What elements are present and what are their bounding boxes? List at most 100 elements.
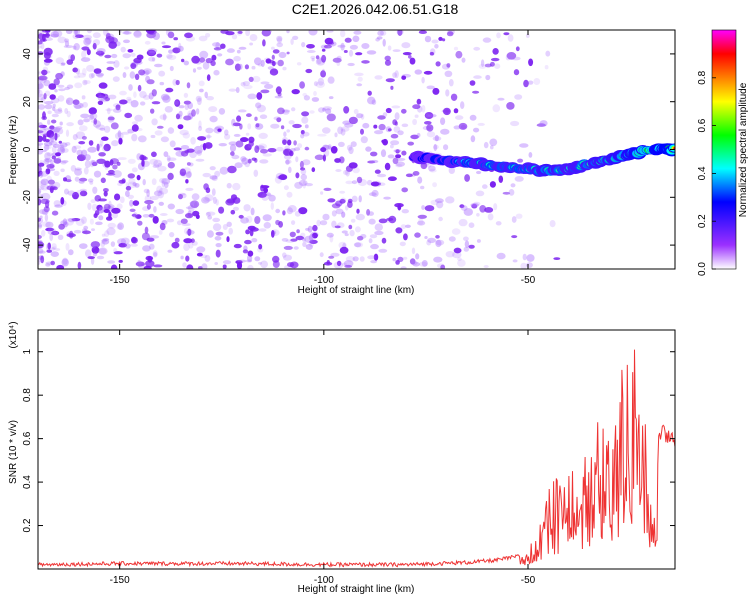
spectrogram-noise-blob xyxy=(72,67,78,73)
spectrogram-noise-blob xyxy=(144,69,150,76)
spectrogram-noise-blob xyxy=(52,128,59,136)
spectrogram-noise-blob xyxy=(278,221,283,228)
spectrogram-noise-blob xyxy=(247,250,254,257)
snr-plot-area xyxy=(38,349,675,569)
spectrogram-noise-blob xyxy=(38,180,43,188)
spectrogram-noise-blob xyxy=(539,120,548,127)
spectrogram-noise-blob xyxy=(287,205,297,213)
spectrogram-noise-blob xyxy=(248,76,254,82)
spectrogram-noise-blob xyxy=(169,65,174,72)
spectrogram-noise-blob xyxy=(66,110,71,118)
spectrogram-noise-blob xyxy=(55,57,64,65)
spectrogram-noise-blob xyxy=(99,127,106,131)
spectrogram-noise-blob xyxy=(166,54,177,61)
spectrogram-noise-blob xyxy=(215,243,222,248)
spectrogram-noise-blob xyxy=(125,190,130,197)
spectrogram-noise-blob xyxy=(214,170,221,177)
spectrogram-noise-blob xyxy=(143,156,148,160)
spectrogram-noise-blob xyxy=(212,217,221,223)
spectrogram-noise-blob xyxy=(127,49,134,53)
spectrogram-noise-blob xyxy=(512,259,518,263)
spectrogram-noise-blob xyxy=(324,37,334,45)
spectrogram-noise-blob xyxy=(249,42,254,46)
spectrogram-noise-blob xyxy=(86,64,95,72)
spectrogram-noise-blob xyxy=(241,157,249,165)
spectrogram-noise-blob xyxy=(392,157,399,165)
spectrogram-noise-blob xyxy=(192,210,200,217)
spectrogram-noise-blob xyxy=(158,230,163,235)
spectrogram-noise-blob xyxy=(348,49,354,57)
spectrogram-noise-blob xyxy=(79,177,88,182)
spectrogram-noise-blob xyxy=(414,114,419,118)
spectrogram-noise-blob xyxy=(166,218,175,223)
spectrogram-noise-blob xyxy=(77,72,86,78)
spectrogram-noise-blob xyxy=(515,213,523,219)
spectrogram-noise-blob xyxy=(74,167,82,171)
spectrogram-noise-blob xyxy=(153,206,157,213)
spectrogram-noise-blob xyxy=(359,256,365,262)
spectrogram-noise-blob xyxy=(43,145,52,150)
spectrogram-noise-blob xyxy=(400,266,407,269)
spectrogram-noise-blob xyxy=(475,190,485,197)
spectrogram-noise-blob xyxy=(309,239,318,244)
spectrogram-noise-blob xyxy=(38,33,44,40)
spectrogram-noise-blob xyxy=(125,182,129,187)
spectrogram-noise-blob xyxy=(187,228,192,236)
spectrogram-noise-blob xyxy=(345,205,349,211)
spectrogram-noise-blob xyxy=(277,59,284,67)
spectrogram-noise-blob xyxy=(274,95,283,99)
spectrogram-noise-blob xyxy=(434,44,439,49)
spectrogram-noise-blob xyxy=(348,224,353,230)
spectrogram-noise-blob xyxy=(38,248,44,254)
spectrogram-noise-blob xyxy=(514,176,524,182)
spectrogram-noise-blob xyxy=(73,145,82,149)
spectrogram-noise-blob xyxy=(127,158,136,164)
spectrogram-noise-blob xyxy=(77,119,84,126)
spectrogram-noise-blob xyxy=(98,248,107,255)
spectrogram-noise-blob xyxy=(38,198,42,206)
spectrogram-y-tick-label: -20 xyxy=(22,190,33,205)
spectrogram-noise-blob xyxy=(244,239,252,245)
spectrogram-noise-blob xyxy=(322,108,327,112)
spectrogram-noise-blob xyxy=(50,31,60,38)
spectrogram-noise-blob xyxy=(387,176,397,181)
spectrogram-noise-blob xyxy=(132,200,140,206)
spectrogram-noise-blob xyxy=(81,216,87,224)
spectrogram-noise-blob xyxy=(261,192,269,201)
spectrogram-noise-blob xyxy=(228,88,237,92)
spectrogram-noise-blob xyxy=(100,241,106,248)
spectrogram-noise-blob xyxy=(469,114,477,121)
spectrogram-noise-blob xyxy=(60,168,65,173)
spectrogram-noise-blob xyxy=(65,129,70,137)
spectrogram-noise-blob xyxy=(74,176,80,182)
spectrogram-noise-blob xyxy=(166,54,173,59)
spectrogram-noise-blob xyxy=(246,113,252,118)
spectrogram-noise-blob xyxy=(498,175,504,183)
spectrogram-noise-blob xyxy=(412,171,420,176)
spectrogram-noise-blob xyxy=(296,229,300,234)
spectrogram-noise-blob xyxy=(458,122,468,130)
spectrogram-noise-blob xyxy=(90,199,96,204)
spectrogram-noise-blob xyxy=(231,34,238,40)
spectrogram-noise-blob xyxy=(45,139,50,143)
spectrogram-noise-blob xyxy=(285,239,295,243)
spectrogram-noise-blob xyxy=(77,261,82,269)
spectrogram-noise-blob xyxy=(150,134,156,139)
spectrogram-noise-blob xyxy=(317,77,325,86)
spectrogram-noise-blob xyxy=(378,123,386,131)
spectrogram-noise-blob xyxy=(231,154,240,160)
spectrogram-noise-blob xyxy=(483,141,489,149)
spectrogram-noise-blob xyxy=(426,162,432,168)
spectrogram-noise-blob xyxy=(298,179,308,186)
spectrogram-noise-blob xyxy=(73,75,81,79)
spectrogram-noise-blob xyxy=(43,127,52,131)
spectrogram-noise-blob xyxy=(116,203,123,210)
spectrogram-noise-blob xyxy=(453,247,462,254)
spectrogram-noise-blob xyxy=(245,132,250,136)
spectrogram-noise-blob xyxy=(218,108,226,115)
spectrogram-noise-blob xyxy=(105,108,114,112)
spectrogram-noise-blob xyxy=(164,181,169,189)
spectrogram-noise-blob xyxy=(470,135,476,143)
spectrogram-noise-blob xyxy=(206,230,214,238)
spectrogram-noise-blob xyxy=(316,56,322,65)
